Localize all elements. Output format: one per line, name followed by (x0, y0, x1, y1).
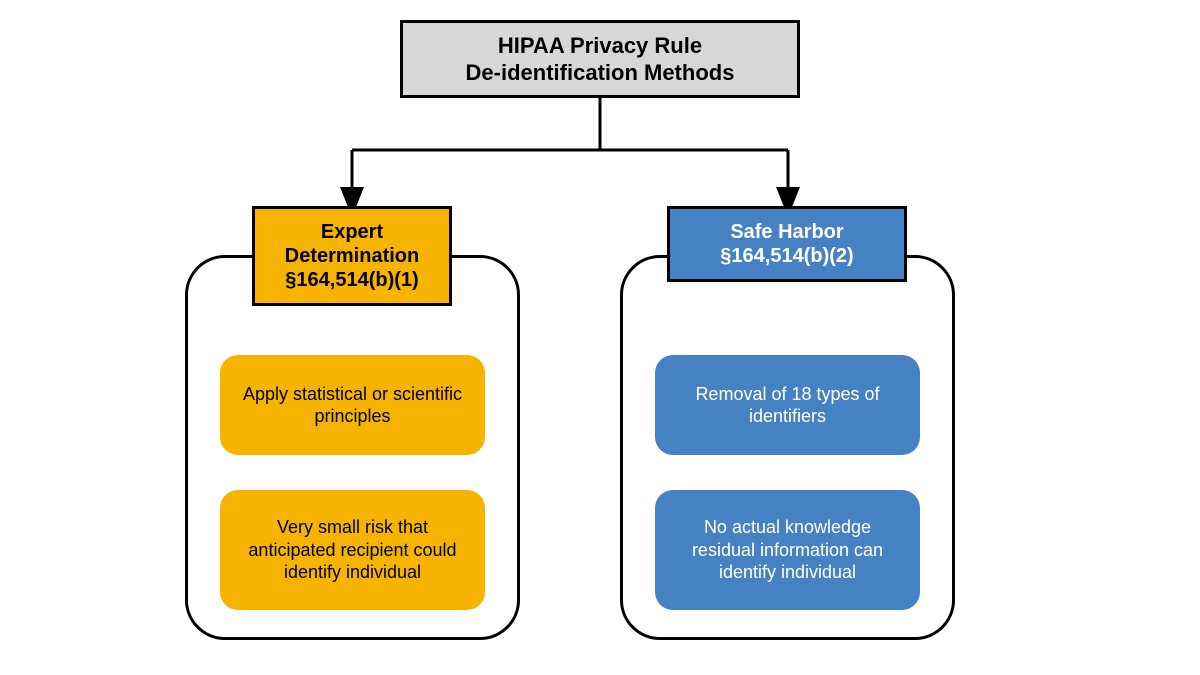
expert-header-line1: Expert (321, 221, 383, 243)
safeharbor-pill-2-text: No actual knowledge residual information… (673, 516, 902, 584)
safeharbor-branch-header: Safe Harbor §164,514(b)(2) (667, 206, 907, 282)
expert-header-line3: §164,514(b)(1) (285, 269, 418, 291)
root-node: HIPAA Privacy Rule De-identification Met… (400, 20, 800, 98)
expert-header-line2: Determination (285, 245, 419, 267)
expert-pill-1-text: Apply statistical or scientific principl… (238, 383, 467, 428)
root-line1: HIPAA Privacy Rule (498, 33, 702, 58)
safeharbor-header-line1: Safe Harbor (730, 221, 843, 243)
safeharbor-pill-1-text: Removal of 18 types of identifiers (673, 383, 902, 428)
safeharbor-pill-1: Removal of 18 types of identifiers (655, 355, 920, 455)
expert-pill-1: Apply statistical or scientific principl… (220, 355, 485, 455)
root-line2: De-identification Methods (466, 60, 735, 85)
expert-header-text: Expert Determination §164,514(b)(1) (285, 220, 419, 292)
safeharbor-header-text: Safe Harbor §164,514(b)(2) (720, 220, 853, 268)
expert-pill-2-text: Very small risk that anticipated recipie… (238, 516, 467, 584)
expert-pill-2: Very small risk that anticipated recipie… (220, 490, 485, 610)
expert-branch-header: Expert Determination §164,514(b)(1) (252, 206, 452, 306)
safeharbor-pill-2: No actual knowledge residual information… (655, 490, 920, 610)
safeharbor-header-line2: §164,514(b)(2) (720, 245, 853, 267)
connector-lines (0, 0, 1200, 675)
root-title: HIPAA Privacy Rule De-identification Met… (466, 32, 735, 87)
